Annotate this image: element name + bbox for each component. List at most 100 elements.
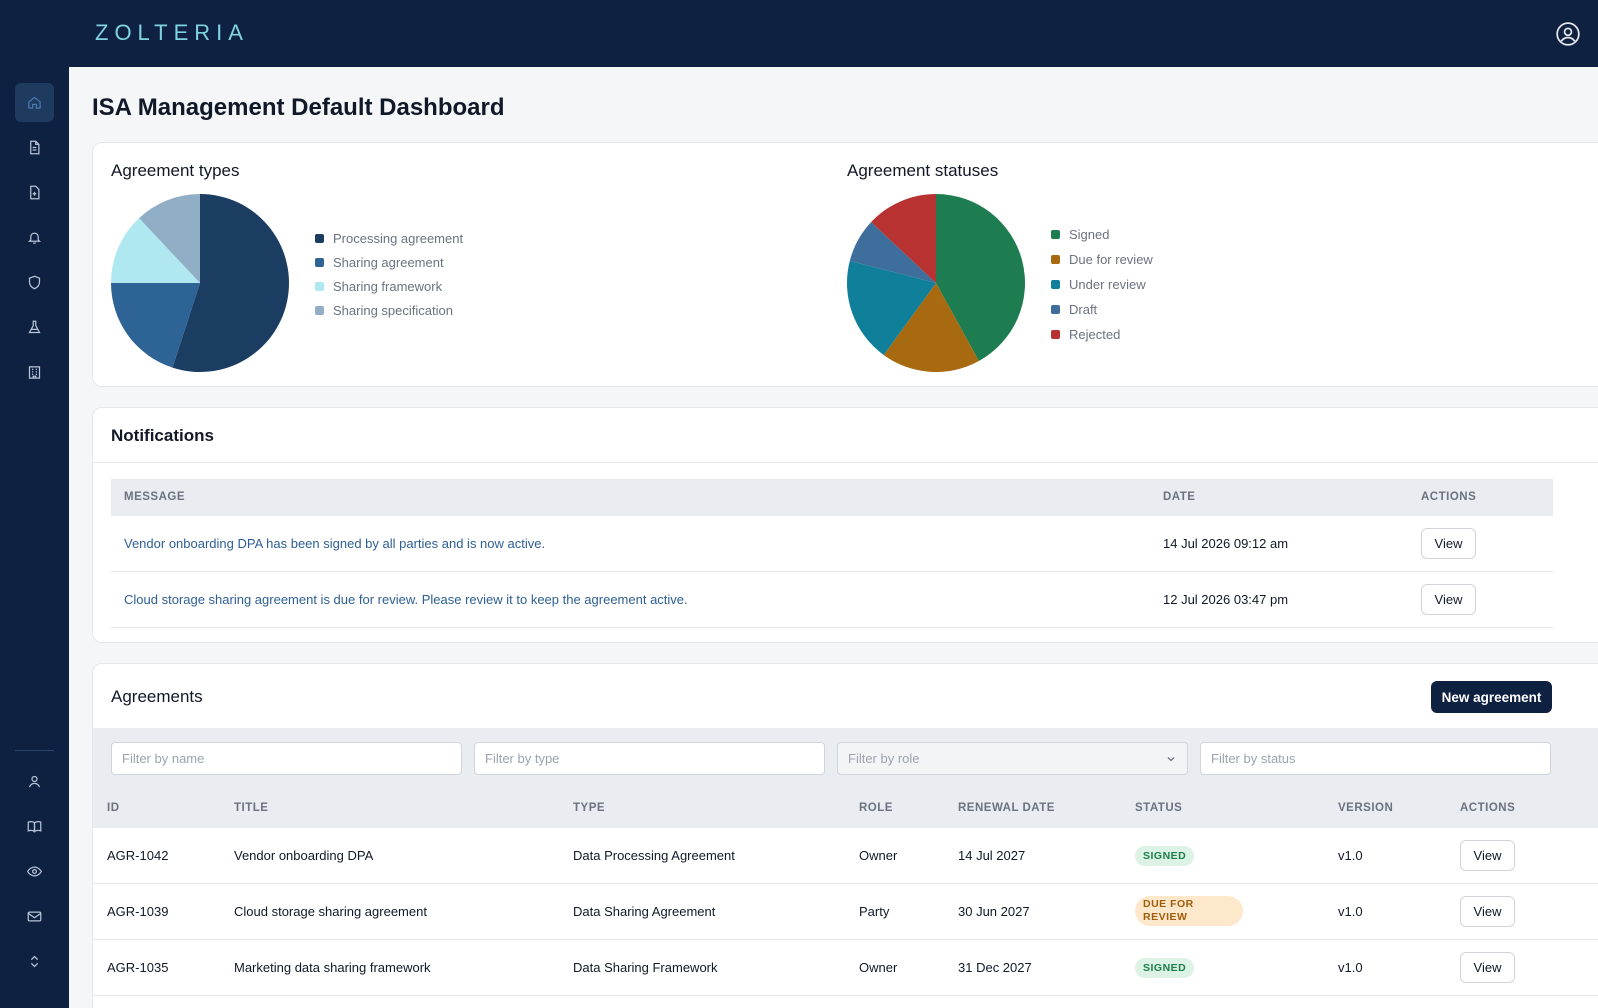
legend-item: Sharing specification	[315, 302, 475, 319]
eye-icon	[27, 866, 42, 877]
user-icon	[28, 775, 41, 788]
legend-item: Sharing agreement	[315, 254, 475, 271]
agreement-title: Vendor onboarding DPA	[234, 848, 374, 863]
agreement-type: Data Sharing Framework	[573, 960, 718, 975]
notifications-card: Notifications MESSAGE DATE ACTIONS Vendo…	[92, 407, 1598, 643]
agreement-types-title: Agreement types	[111, 161, 240, 180]
pie-slice-signed[interactable]	[936, 194, 1025, 361]
legend-swatch	[315, 282, 324, 291]
column-title: TITLE	[234, 802, 269, 814]
legend-item: Under review	[1051, 276, 1211, 293]
column-renewal-date: RENEWAL DATE	[958, 802, 1055, 814]
view-notification-button[interactable]: View	[1421, 528, 1476, 559]
legend-swatch	[315, 234, 324, 243]
pie-slice-sharing-agreement[interactable]	[111, 283, 200, 368]
agreement-renewal-date: 31 Dec 2027	[958, 960, 1032, 975]
notifications-table-header: MESSAGE DATE ACTIONS	[111, 479, 1553, 516]
legend-label: Signed	[1069, 227, 1110, 242]
sidebar-item-messages[interactable]	[15, 897, 54, 936]
column-version: VERSION	[1338, 802, 1394, 814]
legend-swatch	[1051, 305, 1060, 314]
notifications-title: Notifications	[111, 426, 214, 445]
pie-slice-due-for-review[interactable]	[883, 283, 979, 372]
agreement-id: AGR-1035	[107, 960, 169, 975]
flask-icon	[28, 320, 41, 334]
sidebar-item-docs[interactable]	[15, 807, 54, 846]
agreements-title: Agreements	[111, 687, 203, 706]
sidebar-item-organisations[interactable]	[15, 353, 54, 392]
legend-item: Rejected	[1051, 326, 1211, 343]
legend-swatch	[1051, 255, 1060, 264]
notification-date: 14 Jul 2026 09:12 am	[1163, 536, 1289, 551]
user-circle-icon	[1556, 22, 1580, 46]
home-icon	[28, 96, 41, 109]
filter-by-type-input[interactable]	[474, 742, 825, 775]
sidebar-item-profile[interactable]	[15, 762, 54, 801]
sidebar-item-visibility[interactable]	[15, 852, 54, 891]
legend-label: Sharing framework	[333, 279, 443, 294]
agreement-row: AGR-1039 Cloud storage sharing agreement…	[93, 884, 1598, 940]
pie-slice-sharing-framework[interactable]	[111, 218, 200, 283]
legend-label: Draft	[1069, 302, 1098, 317]
view-agreement-button[interactable]: View	[1460, 840, 1515, 871]
agreement-version: v1.0	[1338, 848, 1363, 863]
notification-message[interactable]: Cloud storage sharing agreement is due f…	[124, 592, 688, 607]
agreement-title: Marketing data sharing framework	[234, 960, 431, 975]
column-status: STATUS	[1135, 802, 1183, 814]
pie-slice-rejected[interactable]	[871, 194, 936, 283]
agreement-renewal-date: 30 Jun 2027	[958, 904, 1030, 919]
building-icon	[28, 366, 41, 379]
view-notification-button[interactable]: View	[1421, 584, 1476, 615]
agreement-types-pie-chart	[111, 194, 289, 372]
book-icon	[27, 821, 42, 833]
column-actions: ACTIONS	[1460, 802, 1516, 814]
document-icon	[30, 140, 40, 155]
sidebar	[0, 67, 69, 1008]
legend-label: Due for review	[1069, 252, 1153, 267]
pie-slice-sharing-specification[interactable]	[139, 194, 200, 283]
agreement-id: AGR-1042	[107, 848, 169, 863]
agreement-row: AGR-1042 Vendor onboarding DPA Data Proc…	[93, 828, 1598, 884]
sidebar-item-new-document[interactable]	[15, 173, 54, 212]
agreement-renewal-date: 14 Jul 2027	[958, 848, 1026, 863]
agreement-statuses-legend: Signed Due for review Under review Draft Rej…	[1051, 226, 1211, 351]
agreements-card: Agreements New agreement Filter by role …	[92, 663, 1598, 1008]
sidebar-item-documents[interactable]	[15, 128, 54, 167]
legend-swatch	[315, 306, 324, 315]
filter-by-name-input[interactable]	[111, 742, 462, 775]
filter-by-status-input[interactable]	[1200, 742, 1551, 775]
column-message: MESSAGE	[124, 491, 186, 503]
agreements-filter-bar: Filter by role ID TITLE TYPE ROLE RENEWA…	[93, 728, 1598, 828]
view-agreement-button[interactable]: View	[1460, 896, 1515, 927]
top-navigation-bar: ZOLTERIA	[0, 0, 1598, 67]
notification-row: Cloud storage sharing agreement is due f…	[111, 572, 1553, 628]
sidebar-item-collapse[interactable]	[15, 942, 54, 981]
pie-slice-draft[interactable]	[849, 222, 936, 283]
legend-label: Processing agreement	[333, 231, 464, 246]
new-agreement-button[interactable]: New agreement	[1431, 681, 1552, 713]
legend-item: Signed	[1051, 226, 1211, 243]
agreements-table-header: ID TITLE TYPE ROLE RENEWAL DATE STATUS V…	[93, 792, 1598, 828]
sidebar-item-notifications[interactable]	[15, 218, 54, 257]
legend-label: Under review	[1069, 277, 1146, 292]
filter-by-role-select[interactable]: Filter by role	[837, 742, 1188, 775]
user-account-button[interactable]	[1554, 20, 1582, 48]
legend-label: Sharing specification	[333, 303, 453, 318]
agreement-title: Cloud storage sharing agreement	[234, 904, 427, 919]
sidebar-item-security[interactable]	[15, 263, 54, 302]
agreement-version: v1.0	[1338, 904, 1363, 919]
legend-swatch	[1051, 230, 1060, 239]
legend-item: Due for review	[1051, 251, 1211, 268]
pie-slice-under-review[interactable]	[847, 260, 936, 356]
agreement-statuses-title: Agreement statuses	[847, 161, 999, 180]
notification-message[interactable]: Vendor onboarding DPA has been signed by…	[124, 536, 546, 551]
sidebar-item-lab[interactable]	[15, 308, 54, 347]
app-logo[interactable]: ZOLTERIA	[95, 20, 249, 46]
agreement-role: Owner	[859, 960, 898, 975]
view-agreement-button[interactable]: View	[1460, 952, 1515, 983]
notifications-divider	[93, 462, 1598, 463]
sidebar-item-home[interactable]	[15, 83, 54, 122]
pie-slice-processing-agreement[interactable]	[172, 194, 289, 372]
legend-label: Sharing agreement	[333, 255, 444, 270]
legend-item: Processing agreement	[315, 230, 475, 247]
